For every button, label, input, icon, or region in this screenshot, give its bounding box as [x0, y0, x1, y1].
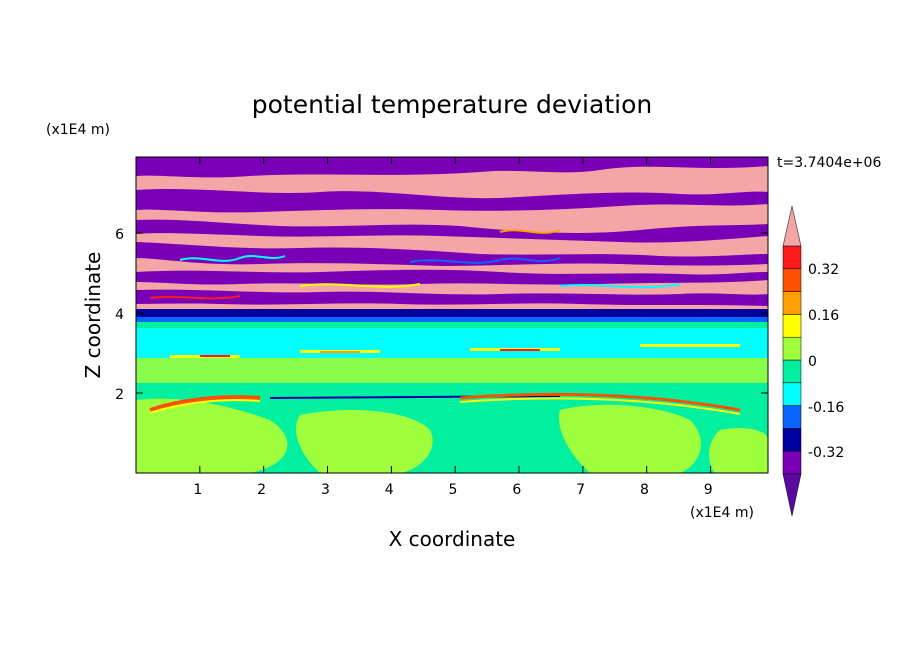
band-purple-4: [136, 242, 768, 266]
band-purple-3: [136, 219, 768, 243]
blob-lightgreen-mid: [296, 410, 433, 473]
streak-yellow-d: [640, 344, 740, 347]
y-axis-label: Z coordinate: [81, 252, 105, 379]
colorbar-labels: 0.32 0.16 0 -0.16 -0.32: [808, 262, 844, 461]
colorbar-label: -0.32: [808, 445, 844, 461]
y-tick-labels: 2 4 6: [115, 227, 124, 403]
colorbar-label: -0.16: [808, 400, 844, 416]
colorbar-label: 0: [808, 354, 817, 370]
y-axis: 2 4 6 Z coordinate: [81, 227, 768, 403]
colorbar-swatch: [782, 268, 802, 292]
time-label: t=3.7404e+06: [777, 155, 881, 171]
colorbar-swatch: [782, 291, 802, 315]
band-purple-5: [136, 269, 768, 285]
plot-frame: [135, 156, 769, 474]
ridge-left: [149, 395, 261, 412]
y-tick-label: 2: [115, 387, 124, 403]
band-purple-6: [136, 289, 768, 306]
blob-lightgreen-right: [559, 404, 701, 473]
colorbar-min-arrow: [782, 473, 802, 517]
band-purple-2: [136, 189, 768, 213]
colorbar-swatch: [782, 450, 802, 475]
colorbar-swatch: [782, 359, 802, 384]
colorbar-swatch: [782, 314, 802, 338]
x-tick-label: 5: [449, 482, 458, 498]
squiggle-a: [179, 255, 286, 262]
colorbar-swatch: [782, 428, 802, 452]
band-purple-1: [136, 157, 768, 178]
streak-red-c: [500, 349, 540, 351]
x-axis: 1 2 3 4 5 6 7 8 9 (x1E4 m) X coordinate: [193, 157, 754, 551]
squiggle-e: [149, 295, 241, 300]
layer-blue: [136, 316, 768, 322]
chart-title: potential temperature deviation: [252, 90, 652, 119]
x-tick-label: 4: [385, 482, 394, 498]
x-unit-label: (x1E4 m): [690, 505, 754, 521]
blob-lightgreen-left: [136, 398, 288, 473]
squiggle-f: [499, 229, 561, 234]
x-tick-label: 6: [512, 482, 521, 498]
colorbar-max-arrow: [782, 205, 802, 247]
y-unit-label: (x1E4 m): [46, 122, 110, 138]
blob-lightgreen-far: [708, 428, 768, 473]
colorbar-swatch: [782, 382, 802, 406]
squiggle-d: [559, 283, 681, 289]
y-tick-label: 4: [115, 307, 124, 323]
colorbar: 0.32 0.16 0 -0.16 -0.32: [782, 205, 844, 517]
streak-red-a: [200, 355, 230, 357]
ridge-left-halo: [149, 399, 261, 414]
contour-field: [136, 157, 768, 473]
streak-orange-b: [320, 351, 360, 353]
colorbar-swatch: [782, 336, 802, 361]
colorbar-swatch: [782, 245, 802, 270]
ridge-right-halo: [459, 397, 741, 415]
colorbar-swatch: [782, 405, 802, 429]
x-axis-label: X coordinate: [389, 527, 516, 551]
x-tick-label: 3: [321, 482, 330, 498]
x-tick-labels: 1 2 3 4 5 6 7 8 9: [193, 482, 712, 498]
colorbar-label: 0.16: [808, 308, 839, 324]
x-tick-label: 7: [576, 482, 585, 498]
y-tick-label: 6: [115, 227, 124, 243]
x-tick-label: 9: [704, 482, 713, 498]
ridge-right: [459, 392, 741, 412]
y-ticks: [136, 232, 768, 394]
squiggle-c: [299, 283, 421, 288]
x-tick-label: 8: [640, 482, 649, 498]
colorbar-label: 0.32: [808, 262, 839, 278]
x-tick-label: 1: [193, 482, 202, 498]
band-lightgreen-mid: [136, 358, 768, 383]
squiggle-b: [409, 257, 561, 264]
x-ticks: [199, 157, 712, 473]
colorbar-swatches: [782, 205, 802, 517]
layer-darkblue: [136, 309, 768, 317]
layer-cyan: [136, 328, 768, 358]
x-tick-label: 2: [257, 482, 266, 498]
